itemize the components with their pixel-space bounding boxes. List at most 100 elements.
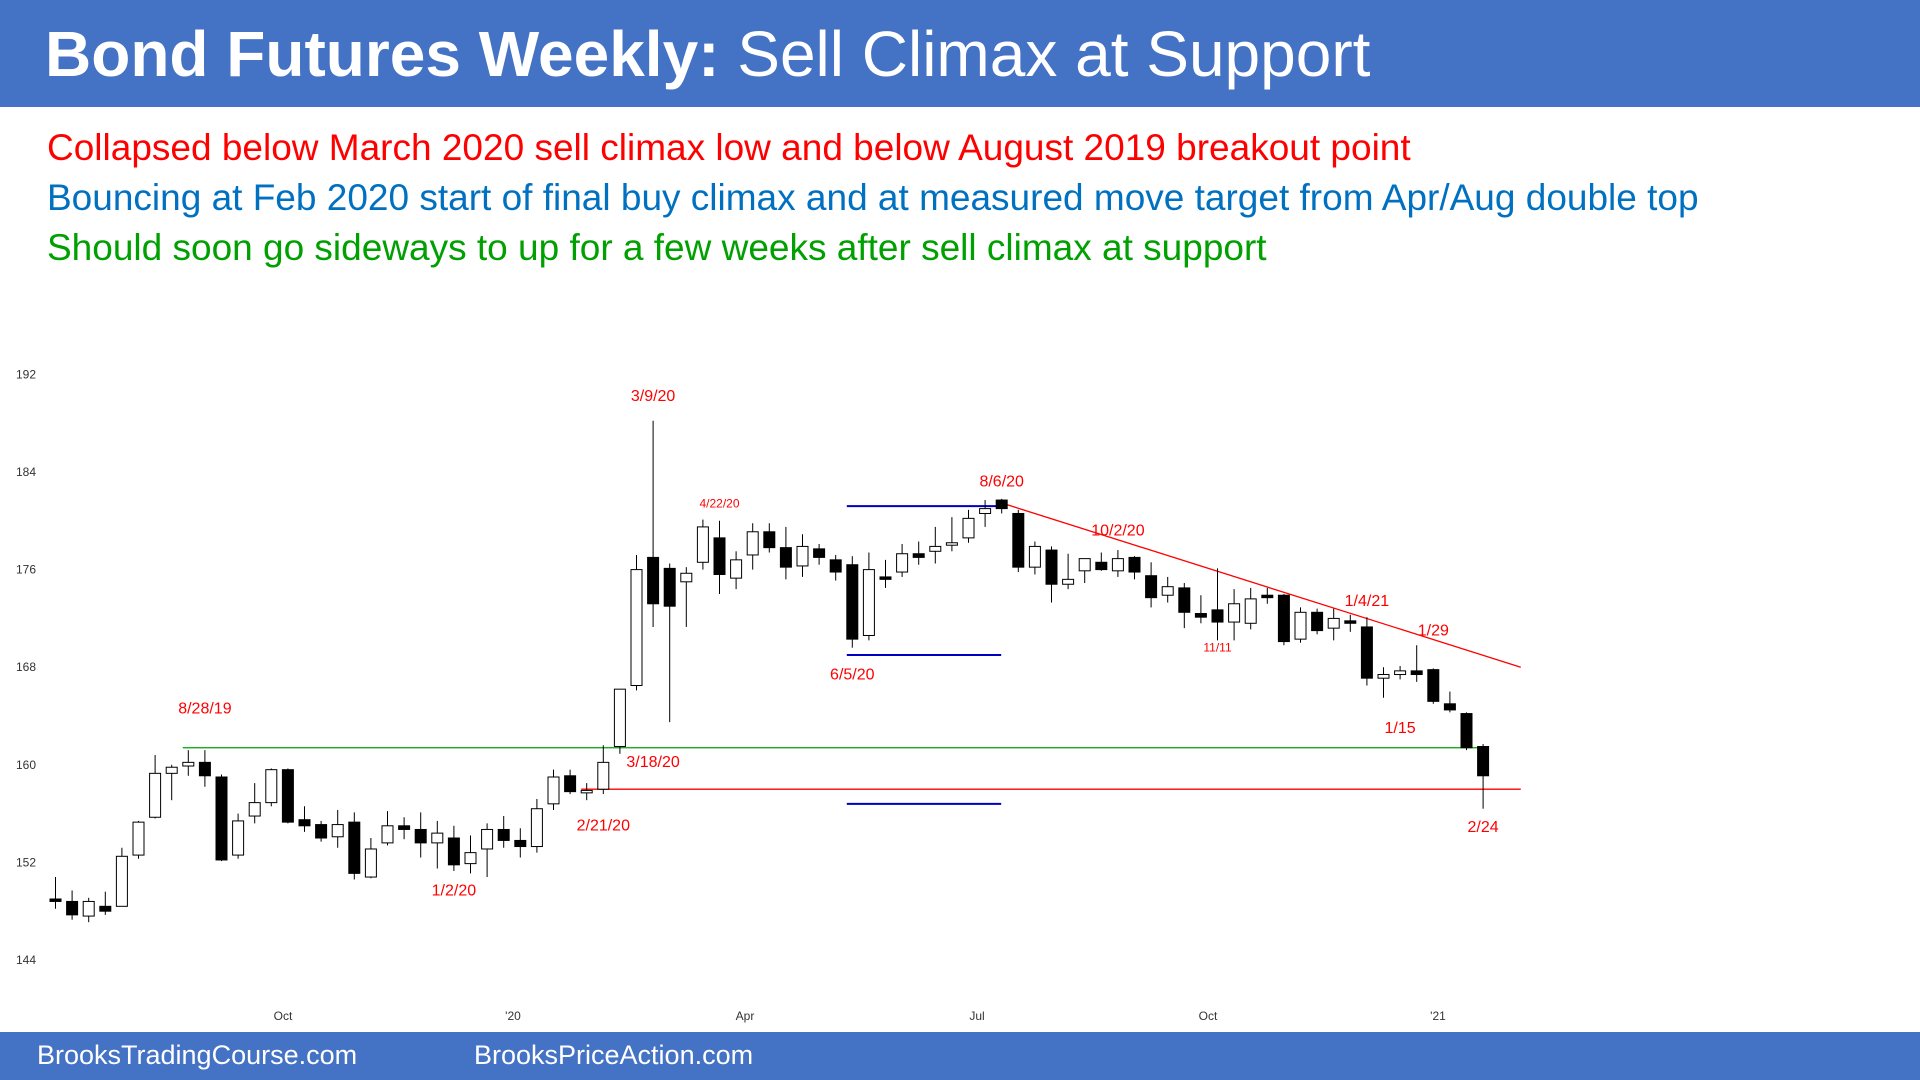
trend-line	[996, 500, 1521, 668]
candle	[464, 835, 477, 874]
bull-candle-body	[597, 761, 610, 790]
page-title: Bond Futures Weekly: Sell Climax at Supp…	[45, 14, 1370, 94]
title-bold: Bond Futures Weekly:	[45, 18, 720, 90]
bear-candle-body	[1443, 703, 1456, 711]
bull-candle-body	[115, 855, 128, 907]
bull-candle-body	[547, 776, 560, 805]
bear-candle-body	[398, 825, 411, 830]
x-tick-label: Apr	[736, 1009, 755, 1023]
bull-candle-body	[232, 820, 245, 856]
candle	[1277, 594, 1290, 646]
bear-candle-body	[912, 553, 925, 558]
candle	[348, 812, 361, 880]
bull-candle-body	[364, 848, 377, 878]
candle	[1344, 614, 1357, 632]
y-tick-label: 184	[16, 465, 36, 479]
date-annotation: 3/9/20	[631, 388, 676, 405]
candle	[232, 813, 245, 859]
bear-candle-body	[514, 839, 527, 848]
bull-candle-body	[1394, 670, 1407, 676]
bear-candle-body	[447, 837, 460, 866]
bull-candle-body	[1244, 598, 1257, 624]
title-bar: Bond Futures Weekly: Sell Climax at Supp…	[0, 0, 1920, 107]
y-axis: 144 152 160 168 176 184 192	[16, 367, 36, 967]
candle	[1244, 587, 1257, 630]
candle	[132, 820, 145, 859]
candle	[746, 523, 759, 570]
candle	[182, 750, 195, 776]
candle	[962, 509, 975, 543]
footer-link-brookstradingcourse[interactable]: BrooksTradingCourse.com	[37, 1040, 358, 1070]
candle	[398, 817, 411, 840]
candle	[1111, 550, 1124, 577]
candle	[1294, 607, 1307, 643]
bull-candle-body	[248, 802, 261, 817]
bear-candle-body	[414, 828, 427, 844]
candle	[331, 809, 344, 848]
candle	[298, 806, 311, 832]
candle	[414, 812, 427, 858]
bear-candle-body	[813, 548, 826, 558]
candle	[1261, 587, 1274, 604]
candle	[597, 745, 610, 795]
candle	[1228, 589, 1241, 641]
bull-candle-body	[630, 569, 643, 686]
candle	[149, 755, 162, 819]
candle	[945, 517, 958, 552]
candle	[49, 877, 62, 909]
bear-candle-body	[1194, 613, 1207, 618]
candle	[896, 543, 909, 577]
bear-candle-body	[298, 819, 311, 827]
candle	[1078, 558, 1091, 584]
bear-candle-body	[1145, 575, 1158, 599]
note-outlook: Should soon go sideways to up for a few …	[47, 227, 1267, 268]
date-annotation: 4/22/20	[699, 496, 739, 510]
candle	[846, 556, 859, 648]
bear-candle-body	[49, 898, 62, 902]
bear-candle-body	[1427, 669, 1440, 702]
bull-candle-body	[613, 688, 626, 747]
candle	[265, 768, 278, 807]
candle	[730, 551, 743, 590]
bear-candle-body	[829, 559, 842, 573]
bull-candle-body	[431, 832, 444, 844]
bull-candle-body	[182, 761, 195, 767]
x-tick-label: Oct	[1199, 1009, 1218, 1023]
bull-candle-body	[945, 542, 958, 546]
candle	[364, 838, 377, 879]
note-breakdown: Collapsed below March 2020 sell climax l…	[47, 127, 1411, 168]
bear-candle-body	[779, 547, 792, 568]
candle	[1211, 568, 1224, 641]
candle	[530, 798, 543, 853]
bear-candle-body	[1261, 594, 1274, 599]
bull-candle-body	[82, 900, 95, 917]
support-and-trend-lines	[182, 500, 1521, 805]
candle	[1194, 595, 1207, 624]
candle	[1128, 556, 1141, 580]
bull-candle-body	[962, 517, 975, 539]
bear-candle-body	[66, 900, 79, 916]
x-tick-label: '21	[1430, 1009, 1446, 1023]
bear-candle-body	[281, 769, 294, 823]
bear-candle-body	[1460, 713, 1473, 749]
bull-candle-body	[1078, 558, 1091, 572]
candle	[198, 750, 211, 787]
candle	[66, 890, 79, 920]
bull-candle-body	[796, 545, 809, 567]
date-annotation: 8/6/20	[979, 474, 1024, 491]
bull-candle-body	[746, 531, 759, 556]
bull-candle-body	[1111, 558, 1124, 572]
bull-candle-body	[132, 821, 145, 856]
candle	[82, 897, 95, 923]
bear-candle-body	[1410, 670, 1423, 676]
date-annotation: 6/5/20	[830, 666, 875, 683]
bull-candle-body	[696, 526, 709, 563]
x-tick-label: Jul	[969, 1009, 984, 1023]
candle	[796, 534, 809, 577]
bull-candle-body	[1377, 674, 1390, 679]
candle	[680, 567, 693, 627]
bull-candle-body	[979, 508, 992, 514]
bull-candle-body	[1028, 545, 1041, 568]
date-annotation: 10/2/20	[1091, 522, 1144, 539]
footer-link-brookspriceaction[interactable]: BrooksPriceAction.com	[474, 1040, 754, 1070]
